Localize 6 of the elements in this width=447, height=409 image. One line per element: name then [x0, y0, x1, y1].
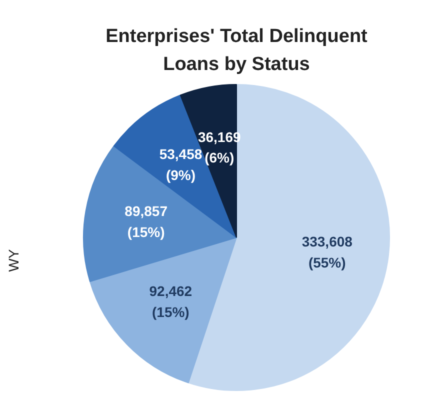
- data-label: 89,857 (15%): [124, 203, 168, 240]
- chart-title: Enterprises' Total Delinquent Loans by Status: [106, 26, 368, 76]
- data-label: 92,462 (15%): [149, 283, 192, 320]
- text: WY: [6, 248, 22, 272]
- data-label: 333,608 (55%): [302, 234, 353, 271]
- data-label: 53,458 (9%): [159, 146, 202, 183]
